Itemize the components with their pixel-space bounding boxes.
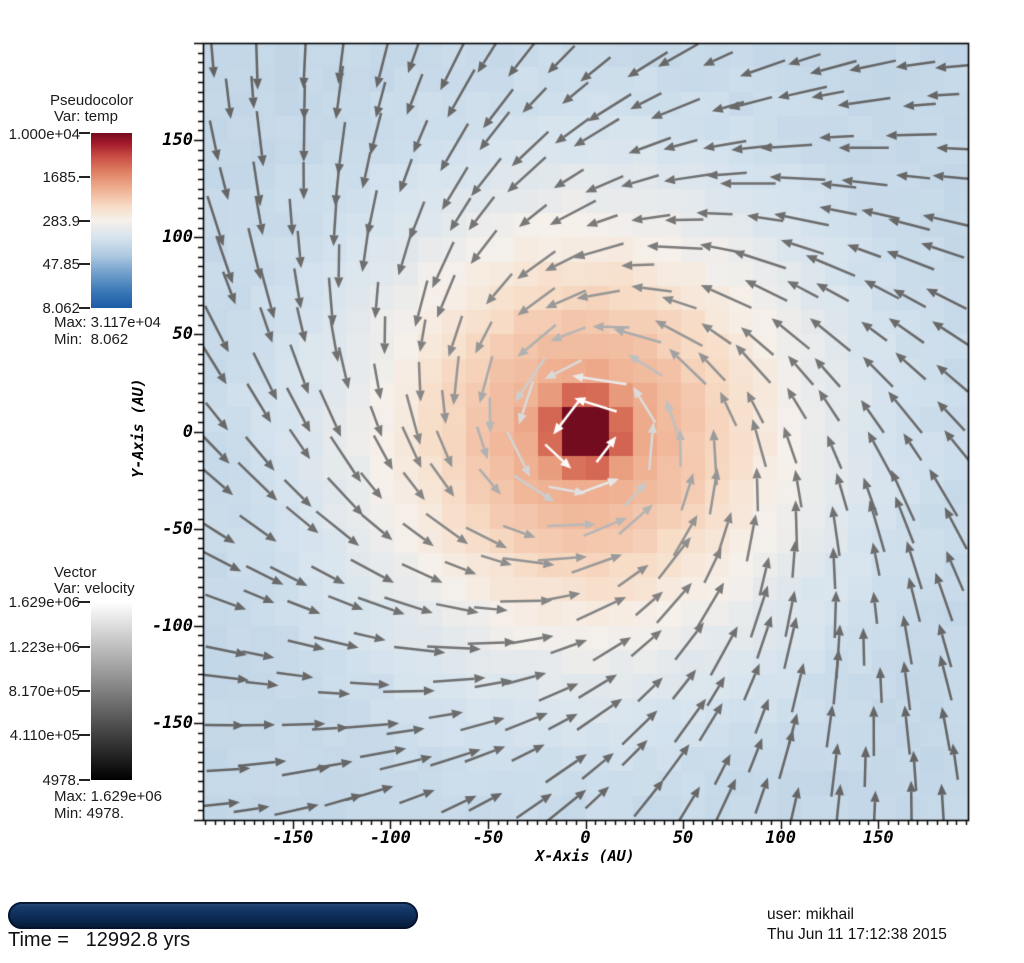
pseudocolor-min-label: Min: 8.062 [54,331,129,348]
colorbar-tick-label: 47.85 [42,256,80,273]
y-tick-label: 50 [172,324,193,345]
y-tick-label: 150 [162,130,193,151]
y-tick-label: -100 [152,615,193,636]
y-tick-label: -150 [152,712,193,733]
pseudocolor-max-label: Max: 3.117e+04 [54,314,161,331]
colorbar-tick [79,779,90,781]
date-label: Thu Jun 11 17:12:38 2015 [767,926,947,943]
vector-legend-title: Vector [54,564,97,581]
colorbar-tick-label: 1.223e+06 [8,639,80,656]
pseudocolor-legend-title: Pseudocolor [50,92,134,109]
x-axis-title: X-Axis (AU) [535,847,635,865]
colorbar-tick-label: 1.629e+06 [8,594,80,611]
y-tick-label: 100 [162,227,193,248]
colorbar-tick [79,690,90,692]
x-tick-label: -100 [369,828,411,848]
colorbar-tick [79,263,90,265]
colorbar-tick-label: 1685. [42,169,80,186]
y-tick-label: 0 [182,421,193,442]
colorbar-tick-label: 8.062 [42,300,80,317]
vector-legend-var: Var: velocity [54,580,135,597]
colorbar-tick [79,132,90,134]
vector-max-label: Max: 1.629e+06 [54,788,162,805]
colorbar-tick-label: 283.9 [42,213,80,230]
colorbar-tick [79,601,90,603]
vector-min-label: Min: 4978. [54,805,125,822]
colorbar-tick-label: 4978. [42,772,80,789]
vector-colorbar [91,602,132,780]
colorbar-tick [79,734,90,736]
colorbar-tick-label: 8.170e+05 [8,683,80,700]
colorbar-tick [79,220,90,222]
time-label: Time = 12992.8 yrs [8,929,191,951]
x-tick-label: -50 [472,828,504,848]
pseudocolor-colorbar [91,133,132,308]
colorbar-tick-label: 1.000e+04 [8,126,80,143]
x-tick-label: 50 [672,828,694,848]
x-tick-label: -150 [272,828,314,848]
time-slider-bar [8,902,418,929]
user-label: user: mikhail [767,906,854,923]
colorbar-tick [79,646,90,648]
y-tick-label: -50 [162,518,193,539]
pseudocolor-legend-var: Var: temp [54,108,118,125]
session-info: user: mikhail Thu Jun 11 17:12:38 2015 [767,905,947,945]
x-tick-label: 100 [765,828,796,848]
colorbar-tick-label: 4.110e+05 [9,727,80,744]
colorbar-tick [79,307,90,309]
x-tick-label: 0 [580,828,591,848]
x-tick-label: 150 [862,828,894,848]
colorbar-tick [79,176,90,178]
